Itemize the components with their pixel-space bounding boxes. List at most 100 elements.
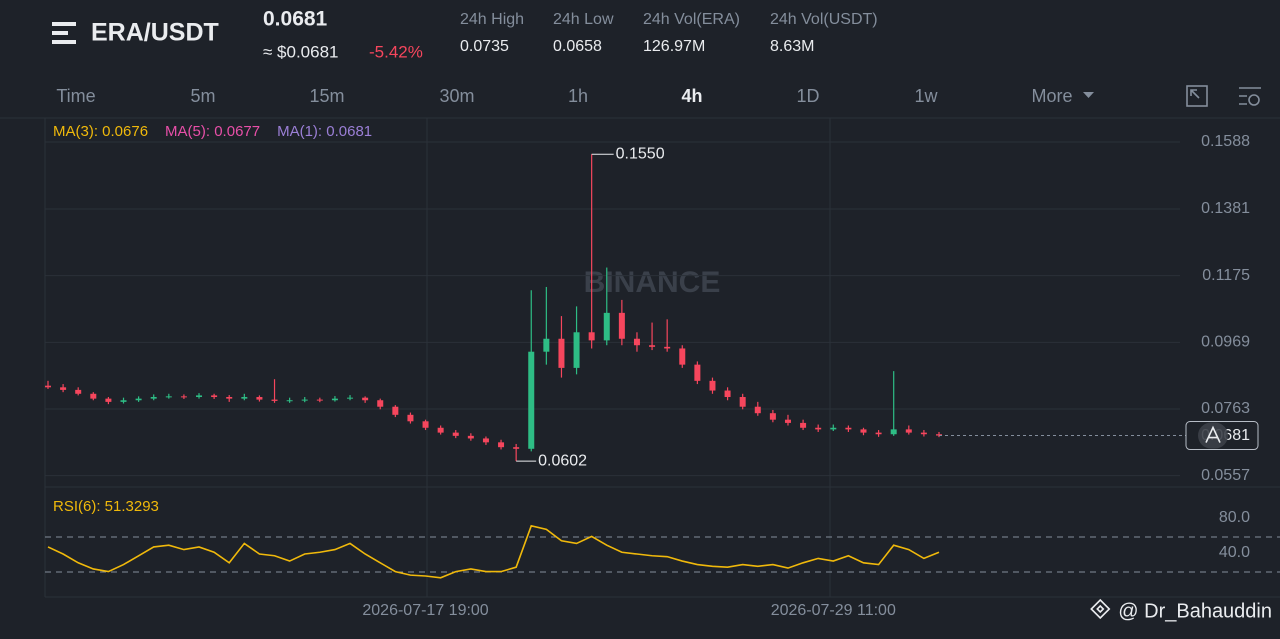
- candle-body: [498, 442, 505, 448]
- indicator-label: MA(5): 0.0677: [165, 123, 260, 140]
- candle-body: [90, 393, 97, 399]
- candle-body: [422, 421, 429, 428]
- x-tick-label: 2026-07-29 11:00: [771, 602, 896, 619]
- candle-body: [664, 346, 671, 349]
- tab[interactable]: 1h: [568, 86, 588, 106]
- candle-body: [286, 400, 293, 402]
- tab[interactable]: 15m: [309, 86, 344, 106]
- x-tick-label: 2026-07-17 19:00: [362, 602, 488, 619]
- y-tick-label: 0.1175: [1202, 267, 1250, 284]
- candle-body: [709, 380, 716, 391]
- candle-body: [573, 332, 580, 368]
- candle-body: [815, 427, 822, 430]
- candle-body: [936, 434, 942, 436]
- candle-body: [135, 398, 142, 401]
- candle-body: [618, 312, 625, 339]
- tab[interactable]: 5m: [190, 86, 215, 106]
- candle-body: [543, 338, 550, 352]
- candle-body: [392, 406, 399, 415]
- candle-body: [196, 395, 203, 398]
- tab[interactable]: 30m: [439, 86, 474, 106]
- usd-price: ≈ $0.0681: [263, 42, 339, 61]
- candle-body: [377, 400, 384, 407]
- candle-body: [754, 406, 761, 414]
- candle-body: [165, 396, 172, 398]
- tab[interactable]: 1w: [914, 86, 938, 106]
- candle-body: [45, 385, 51, 388]
- price: 0.0681: [263, 8, 328, 31]
- candle-body: [920, 432, 927, 435]
- candle-body: [724, 390, 731, 398]
- candle-body: [60, 387, 67, 390]
- candle-body: [150, 397, 157, 399]
- candle-body: [362, 397, 369, 401]
- y-tick-label: 0.1588: [1201, 133, 1250, 150]
- candle-body: [120, 400, 127, 402]
- candle-body: [407, 414, 414, 422]
- y-tick-label: 0.0763: [1201, 400, 1250, 417]
- rsi-label: RSI(6): 51.3293: [53, 498, 159, 515]
- candle-body: [256, 397, 263, 400]
- dropdown-arrow: [1083, 92, 1094, 98]
- candle-body: [830, 427, 837, 430]
- candle-body: [105, 398, 112, 402]
- candle-body: [905, 429, 912, 433]
- tab[interactable]: More: [1031, 86, 1072, 106]
- pair: ERA/USDT: [91, 19, 219, 47]
- rsi-tick-label: 80.0: [1219, 509, 1250, 526]
- change: -5.42%: [369, 42, 423, 61]
- candle-body: [769, 413, 776, 420]
- candle-body: [467, 435, 474, 439]
- candle-body: [75, 389, 82, 394]
- candle-body: [739, 397, 746, 407]
- annotation-high: 0.1550: [616, 145, 665, 162]
- annotation-low: 0.0602: [538, 452, 587, 469]
- rsi-tick-label: 40.0: [1219, 544, 1250, 561]
- watermark: BINANCE: [584, 266, 721, 299]
- candle-body: [603, 312, 610, 341]
- tool-icons: [1186, 85, 1261, 107]
- credit-logo: [1090, 598, 1111, 620]
- candle-body: [241, 397, 248, 399]
- stat-value: 0.0735: [460, 38, 509, 55]
- stat-label: 24h Vol(USDT): [770, 11, 878, 28]
- stat-value: 126.97M: [643, 38, 705, 55]
- candle-body: [558, 338, 565, 368]
- overlay-glyph: [1205, 425, 1221, 443]
- candle-body: [482, 438, 489, 443]
- tab[interactable]: Time: [56, 86, 95, 106]
- candle-body: [437, 427, 444, 433]
- candle-body: [331, 398, 338, 401]
- candle-body: [694, 364, 701, 381]
- y-tick-label: 0.0557: [1201, 467, 1250, 484]
- candle-body: [679, 348, 686, 365]
- candle-body: [784, 419, 791, 423]
- candle-body: [513, 447, 520, 449]
- y-tick-label: 0.0969: [1201, 334, 1250, 351]
- candle-body: [845, 427, 852, 430]
- candle-body: [633, 338, 640, 346]
- candle-body: [875, 432, 882, 435]
- stat-value: 0.0658: [553, 38, 602, 55]
- stat-value: 8.63M: [770, 38, 814, 55]
- stat-label: 24h Vol(ERA): [643, 11, 740, 28]
- candle-body: [588, 332, 595, 341]
- candle-body: [301, 399, 308, 401]
- y-tick-label: 0.1381: [1201, 200, 1250, 217]
- credit: @ Dr_Bahauddin: [1118, 600, 1272, 622]
- candle-body: [271, 399, 278, 401]
- stat-label: 24h Low: [553, 11, 614, 28]
- stat-label: 24h High: [460, 11, 524, 28]
- logo: [52, 22, 76, 44]
- candle-body: [452, 432, 459, 436]
- candle-body: [890, 429, 897, 435]
- candle-body: [800, 422, 807, 428]
- tab[interactable]: 1D: [796, 86, 819, 106]
- candle-body: [528, 351, 535, 449]
- candle-body: [211, 395, 218, 398]
- indicator-label: MA(3): 0.0676: [53, 123, 148, 140]
- tab[interactable]: 4h: [681, 86, 702, 106]
- candle-body: [649, 345, 656, 347]
- rsi-line: [47, 524, 940, 579]
